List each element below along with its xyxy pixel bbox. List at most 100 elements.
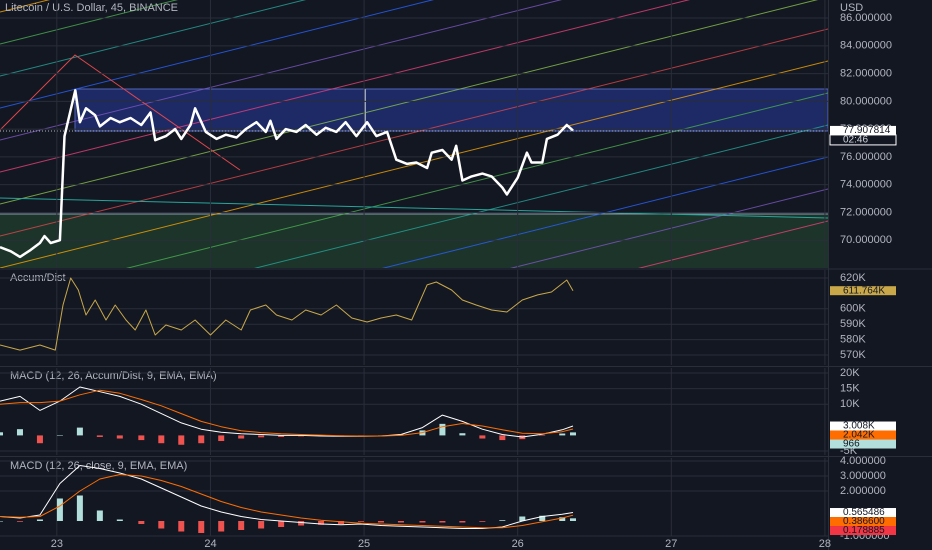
histogram-bar xyxy=(56,498,63,521)
histogram-bar xyxy=(569,518,576,521)
histogram-bar xyxy=(218,521,225,532)
histogram-bar xyxy=(559,433,566,436)
y-tick-label: 4.000000 xyxy=(840,455,886,467)
fan-line xyxy=(0,0,307,77)
x-tick-label: 28 xyxy=(819,538,831,550)
y-tick-label: 2.000000 xyxy=(840,485,886,497)
trend-line xyxy=(0,197,828,219)
x-tick-label: 23 xyxy=(51,538,63,550)
histogram-bar xyxy=(258,521,265,529)
x-tick-label: 24 xyxy=(204,538,216,550)
histogram-bar xyxy=(519,516,526,521)
indicator-title: MACD (12, 26, Accum/Dist, 9, EMA, EMA) xyxy=(10,370,217,382)
series-line xyxy=(0,277,574,351)
histogram-bar xyxy=(499,435,506,441)
y-tick-label: 84.000000 xyxy=(840,40,892,52)
support-zone xyxy=(0,214,828,268)
histogram-bar xyxy=(138,435,145,441)
y-tick-label: 20K xyxy=(840,367,860,379)
fan-line xyxy=(0,0,691,173)
last-value-tag xyxy=(830,517,896,527)
y-tick-label: 70.000000 xyxy=(840,234,892,246)
histogram-bar xyxy=(36,519,43,521)
indicator-title: MACD (12, 26, close, 9, EMA, EMA) xyxy=(10,460,187,472)
fan-line xyxy=(381,156,828,268)
histogram-bar xyxy=(539,435,546,436)
pane: 70.00000072.00000074.00000076.00000078.0… xyxy=(0,0,897,268)
last-value-tag xyxy=(830,439,896,449)
countdown-box xyxy=(829,134,897,146)
fan-line xyxy=(509,188,828,268)
last-value-label: 0.386600 xyxy=(843,516,885,527)
drawing-tools xyxy=(0,0,828,268)
y-tick-label: 76.000000 xyxy=(840,151,892,163)
y-tick-label: 86.000000 xyxy=(840,12,892,24)
y-tick-label: 82.000000 xyxy=(840,68,892,80)
histogram-bar xyxy=(116,519,123,521)
histogram-bar xyxy=(218,435,225,442)
histogram-bar xyxy=(499,520,506,521)
histogram-bar xyxy=(96,435,103,437)
histogram-bar xyxy=(439,521,446,523)
histogram-bar xyxy=(459,521,466,523)
last-value-label: 2.042K xyxy=(843,430,875,441)
histogram-bar xyxy=(56,435,63,436)
last-value-tag xyxy=(830,125,896,135)
last-value-tag xyxy=(830,526,896,536)
x-tick-label: 27 xyxy=(665,538,677,550)
fan-line xyxy=(0,28,828,237)
last-value-tag xyxy=(830,286,896,296)
histogram-bar xyxy=(559,517,566,521)
series-line xyxy=(0,474,574,529)
series-line xyxy=(0,386,574,438)
histogram-bar xyxy=(96,510,103,521)
histogram-bar xyxy=(539,515,546,521)
last-value-label: 0.178885 xyxy=(843,525,885,536)
last-value-tag xyxy=(830,430,896,440)
histogram-bar xyxy=(318,521,325,525)
histogram-bar xyxy=(338,521,345,524)
histogram-bar xyxy=(76,427,83,436)
histogram-bar xyxy=(178,521,185,532)
y-tick-label: 620K xyxy=(840,272,866,284)
histogram-bar xyxy=(298,521,305,526)
histogram-bar xyxy=(278,521,285,527)
histogram-bar xyxy=(158,435,165,444)
histogram-bar xyxy=(569,432,576,436)
currency: USD xyxy=(840,2,863,14)
y-tick-label: 80.000000 xyxy=(840,95,892,107)
x-tick-label: 25 xyxy=(358,538,370,550)
last-value-tag xyxy=(830,508,896,518)
histogram-bar xyxy=(138,521,145,524)
histogram-bar xyxy=(439,423,446,436)
histogram-bar xyxy=(358,521,365,522)
y-tick-label: 590K xyxy=(840,318,866,330)
last-value-label: 77.907814 xyxy=(843,125,891,136)
histogram-bar xyxy=(278,435,285,437)
last-value-label: 966 xyxy=(843,439,860,450)
histogram-bar xyxy=(16,521,23,522)
histogram-bar xyxy=(116,435,123,439)
histogram-bar xyxy=(158,521,165,529)
last-value-label: 0.565486 xyxy=(843,507,885,518)
series-line xyxy=(0,89,574,259)
histogram-bar xyxy=(397,521,404,523)
histogram-bar xyxy=(76,495,83,521)
histogram-bar xyxy=(419,521,426,523)
series-line xyxy=(0,465,574,529)
y-tick-label: 600K xyxy=(840,303,866,315)
histogram-bar xyxy=(16,429,23,436)
chart-title: Litecoin / U.S. Dollar, 45, BINANCE xyxy=(5,2,178,14)
pane: -1.0000002.0000003.0000004.0000000.56548… xyxy=(0,455,896,550)
histogram-bar xyxy=(479,521,486,522)
fan-line xyxy=(0,0,563,141)
histogram-bar xyxy=(178,435,185,445)
y-tick-label: 15K xyxy=(840,383,860,395)
fan-line xyxy=(0,60,828,268)
last-value-label: 611.764K xyxy=(843,285,885,296)
y-tick-label: 72.000000 xyxy=(840,206,892,218)
fan-line xyxy=(0,0,179,45)
y-tick-label: 10K xyxy=(840,398,860,410)
